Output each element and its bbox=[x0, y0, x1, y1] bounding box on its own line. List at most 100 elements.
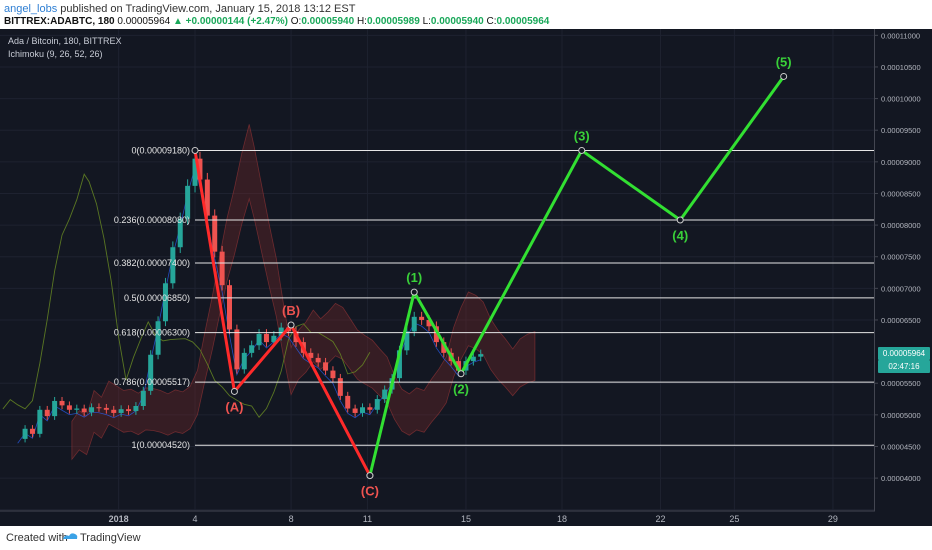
candle-body bbox=[404, 331, 410, 351]
candle-body bbox=[433, 326, 439, 343]
price-axis[interactable]: 0.00011000 0.00010500 0.00010000 0.00009500… bbox=[874, 29, 932, 511]
price-chart[interactable]: 0(0.00009180) 0.236(0.00008080) 0.382(0.00… bbox=[0, 29, 932, 526]
candle-body bbox=[192, 158, 198, 186]
fib-label: 0.786(0.00005517) bbox=[114, 377, 190, 387]
candle-body bbox=[22, 428, 28, 439]
fib-label: 0.5(0.00006850) bbox=[124, 293, 190, 303]
candle-body bbox=[170, 247, 176, 284]
candle-body bbox=[234, 329, 240, 370]
candle-body bbox=[133, 405, 139, 412]
candle-body bbox=[345, 395, 351, 409]
candle-body bbox=[323, 362, 329, 371]
created-with: Created with bbox=[6, 532, 68, 544]
candle-body bbox=[478, 354, 484, 357]
lagging-span bbox=[2, 173, 371, 418]
low-value: 0.00005940 bbox=[430, 16, 484, 27]
correction-wave-label: (B) bbox=[282, 303, 300, 318]
publish-info: published on TradingView.com, January 15… bbox=[60, 3, 356, 15]
author-link[interactable]: angel_lobs bbox=[4, 3, 58, 15]
y-tick-label: 0.00011000 bbox=[881, 31, 920, 40]
x-tick-label: 11 bbox=[363, 514, 372, 524]
tradingview-logo-icon bbox=[63, 533, 78, 539]
candle-body bbox=[263, 333, 269, 343]
candle-body bbox=[66, 405, 72, 410]
candle-body bbox=[126, 409, 132, 412]
fib-retracement: 0(0.00009180) 0.236(0.00008080) 0.382(0.00… bbox=[114, 145, 875, 450]
candle-body bbox=[337, 378, 343, 396]
x-tick-label: 4 bbox=[193, 514, 198, 524]
x-tick-label: 25 bbox=[729, 514, 739, 524]
candle-body bbox=[118, 409, 124, 413]
y-tick-label: 0.00008500 bbox=[881, 189, 921, 198]
x-tick-label: 8 bbox=[289, 514, 294, 524]
y-tick-label: 0.00009500 bbox=[881, 126, 921, 135]
candle-body bbox=[155, 321, 161, 355]
candle-body bbox=[103, 407, 109, 410]
candle-body bbox=[219, 251, 225, 286]
y-tick-label: 0.00007000 bbox=[881, 284, 921, 293]
y-tick-label: 0.00004500 bbox=[881, 442, 921, 451]
candle-body bbox=[241, 352, 247, 370]
bar-countdown: 02:47:16 bbox=[878, 359, 930, 373]
last-price: 0.00005964 bbox=[117, 16, 171, 27]
y-tick-label: 0.00010500 bbox=[881, 63, 921, 72]
candle-body bbox=[396, 350, 402, 379]
impulse-wave-label: (4) bbox=[672, 228, 688, 243]
fib-label: 0.618(0.00006300) bbox=[114, 328, 190, 338]
x-tick-label: 15 bbox=[461, 514, 471, 524]
impulse-wave-label: (3) bbox=[574, 128, 590, 143]
x-tick-label: 22 bbox=[656, 514, 666, 524]
legend-indicator[interactable]: Ichimoku (9, 26, 52, 26) bbox=[8, 49, 103, 59]
candle-body bbox=[59, 400, 65, 406]
x-tick-label: 2018 bbox=[109, 514, 129, 524]
y-tick-label: 0.00009000 bbox=[881, 158, 921, 167]
fib-label: 0.382(0.00007400) bbox=[114, 258, 190, 268]
x-tick-label: 29 bbox=[828, 514, 838, 524]
candle-body bbox=[89, 407, 95, 413]
y-tick-label: 0.00007500 bbox=[881, 253, 921, 262]
candle-body bbox=[96, 407, 102, 409]
elliott-waves: (A) (B) (C) (1) (2) (3) (4) (5) bbox=[191, 54, 792, 499]
candle-body bbox=[162, 283, 168, 322]
candle-body bbox=[52, 400, 58, 417]
last-price-tag: 0.00005964 bbox=[878, 346, 930, 360]
candle-body bbox=[278, 327, 284, 336]
candle-body bbox=[419, 316, 425, 320]
open-label: O: bbox=[290, 16, 302, 27]
high-value: 0.00005989 bbox=[366, 16, 420, 27]
candle-body bbox=[374, 399, 380, 410]
correction-wave-label: (A) bbox=[225, 399, 243, 414]
candle-body bbox=[29, 428, 35, 434]
candle-body bbox=[411, 316, 417, 332]
cloud-span bbox=[71, 124, 536, 461]
fib-label: 0(0.00009180) bbox=[131, 145, 190, 155]
candle-body bbox=[81, 408, 87, 413]
base-line bbox=[17, 167, 481, 444]
correction-wave-pivot bbox=[287, 321, 295, 329]
candle-body bbox=[441, 342, 447, 353]
candle-body bbox=[140, 390, 146, 406]
chart-legend: Ada / Bitcoin, 180, BITTREX Ichimoku (9,… bbox=[8, 35, 122, 61]
impulse-wave-label: (5) bbox=[776, 54, 792, 69]
candle-body bbox=[330, 370, 336, 379]
correction-wave-line bbox=[193, 150, 372, 477]
price-change: ▲ +0.00000144 (+2.47%) bbox=[172, 16, 288, 27]
chart-area[interactable]: 0(0.00009180) 0.236(0.00008080) 0.382(0.00… bbox=[0, 29, 932, 526]
y-tick-label: 0.00010000 bbox=[881, 95, 921, 104]
candle-body bbox=[470, 356, 476, 362]
high-label: H: bbox=[356, 16, 367, 27]
candle-body bbox=[185, 185, 191, 219]
low-label: L: bbox=[422, 16, 431, 27]
x-axis: 28201848111518222529 bbox=[0, 510, 875, 524]
y-tick-label: 0.00006500 bbox=[881, 316, 921, 325]
candle-body bbox=[360, 407, 366, 413]
price-axis-ticks: 0.00011000 0.00010500 0.00010000 0.00009500… bbox=[875, 31, 921, 483]
legend-title: Ada / Bitcoin, 180, BITTREX bbox=[8, 36, 122, 46]
brand-name[interactable]: TradingView bbox=[80, 532, 141, 544]
correction-wave-pivot bbox=[230, 387, 238, 395]
candle-body bbox=[367, 407, 373, 410]
candle-body bbox=[37, 409, 43, 434]
close-label: C: bbox=[486, 16, 497, 27]
impulse-wave-pivot bbox=[457, 370, 465, 378]
open-value: 0.00005940 bbox=[301, 16, 355, 27]
